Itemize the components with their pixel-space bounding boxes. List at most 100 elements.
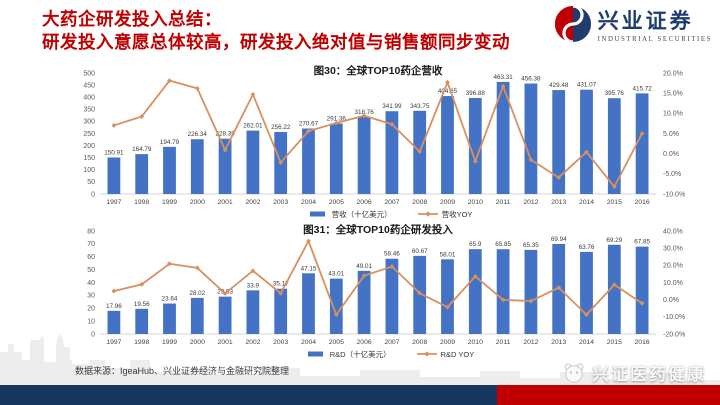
yoy-marker [500,297,506,303]
yoy-marker [139,114,145,119]
bar [357,270,371,334]
bar [190,139,204,194]
bar [385,258,399,334]
x-axis-label: 2010 [468,199,483,206]
right-axis-tick-label: 5.0% [663,131,679,138]
left-axis-tick-label: 60 [87,254,95,261]
right-axis-tick-label: -5.0% [663,171,681,178]
bar [580,89,593,194]
legend-line-swatch [417,210,438,218]
bar-value-label: 415.72 [632,85,652,92]
bar-value-label: 256.22 [271,124,291,131]
x-axis-label: 2001 [218,199,233,206]
right-axis-tick-label: 30.0% [663,245,683,252]
bar-value-label: 65.9 [469,241,482,248]
bar [107,157,121,194]
left-axis-tick-label: 350 [83,107,95,114]
yoy-marker [278,160,284,165]
left-axis-tick-label: 80 [87,228,95,235]
right-axis-tick-label: 10.0% [663,280,683,287]
bar [218,138,232,194]
x-axis-label: 2016 [635,339,650,346]
right-axis-tick-label: 0.0% [663,297,679,304]
x-axis-label: 1999 [162,199,177,206]
yoy-marker [139,281,145,287]
legend-swatch-marker [424,351,430,357]
yoy-marker [445,304,450,310]
x-axis-label: 2015 [607,199,622,206]
x-axis-label: 2004 [301,339,316,346]
x-axis-label: 1997 [106,339,121,346]
x-axis-label: 2002 [245,339,260,346]
x-axis-label: 2001 [218,339,233,346]
bar-value-label: 69.94 [551,236,567,243]
bar [274,288,288,334]
yoy-marker [611,282,617,288]
yoy-marker [611,184,617,190]
right-axis-tick-label: 15.0% [663,90,683,97]
bar-value-label: 395.76 [605,90,625,97]
bar [468,249,482,334]
yoy-marker [584,312,589,318]
chart-30-canvas: 0 50 100 150 200 250 300 350 400 450 500 -10.0% -5.0… [70,60,710,208]
x-axis-label: 2007 [384,199,399,206]
bar [441,259,454,334]
left-axis-tick-label: 40 [87,280,95,287]
logo-text: 兴业证券 INDUSTRIAL SECURITIES [598,5,712,43]
logo-name: 兴业证券 [597,9,694,33]
x-axis-label: 2015 [607,339,622,346]
page-title-line1: 大药企研发投入总结： [42,9,222,29]
chart-30-revenue: 0 50 100 150 200 250 300 350 400 450 500 -10.0% -5.0… [70,60,710,220]
left-axis-tick-label: 50 [87,267,95,274]
bar-value-label: 463.31 [493,74,513,81]
yoy-marker [556,175,562,180]
yoy-marker [445,79,450,85]
bar [357,116,371,194]
legend-swatch-rect [307,351,323,357]
x-axis-label: 2009 [440,199,455,206]
bar [107,310,121,334]
bar [135,308,149,334]
logo-subtitle: INDUSTRIAL SECURITIES [597,36,712,43]
x-axis-label: 2003 [273,199,288,206]
yoy-marker [417,149,423,155]
x-axis-label: 2011 [496,339,511,346]
bar-value-label: 429.48 [549,82,569,89]
x-axis-label: 2011 [496,199,511,206]
yoy-marker [639,131,645,136]
right-axis-tick-label: -20.0% [663,331,685,338]
bar-value-label: 164.79 [132,146,152,153]
bar [524,83,538,194]
bar [190,297,204,334]
left-axis-tick-label: 10 [87,318,95,325]
x-axis-label: 2010 [468,339,483,346]
page-title-line2: 研发投入意愿总体较高，研发投入绝对值与销售额同步变动 [42,32,510,53]
right-axis-tick-label: 20.0% [663,70,683,77]
left-axis-tick-label: 500 [83,70,95,77]
yoy-marker [361,273,367,279]
chart-title: 图30：全球TOP10药企营收 [314,64,443,77]
x-axis-label: 2004 [301,199,316,206]
left-axis-tick-label: 250 [83,131,95,138]
left-axis-tick-label: 50 [87,179,95,186]
yoy-marker [167,78,172,84]
left-axis-tick-label: 30 [87,293,95,300]
legend-item: R&D（十亿美元） [305,349,391,360]
bar-value-label: 58.01 [440,251,456,258]
bar-value-label: 49.01 [356,263,372,270]
left-axis-tick-label: 450 [83,82,95,89]
yoy-marker [306,128,311,134]
bar-value-label: 431.07 [577,82,597,89]
bar [163,303,176,334]
bar [329,278,343,334]
x-axis-label: 2006 [357,199,372,206]
yoy-marker [472,158,478,164]
bar-value-label: 226.34 [188,131,208,138]
bar [441,96,454,194]
x-axis-label: 2008 [412,199,427,206]
left-axis-tick-label: 300 [83,119,95,126]
x-axis-label: 2003 [273,339,288,346]
bar [302,128,315,194]
bar-value-label: 28.02 [189,290,205,297]
